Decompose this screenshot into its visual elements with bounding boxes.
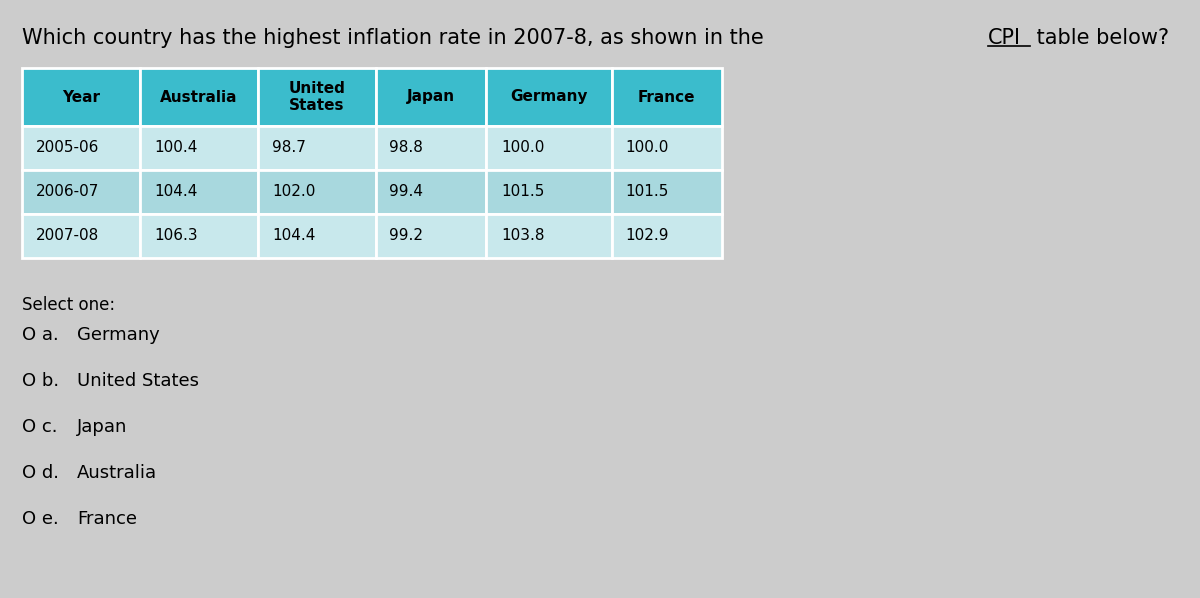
Bar — [612, 214, 722, 258]
Text: Japan: Japan — [77, 418, 127, 436]
Bar — [486, 214, 612, 258]
Bar — [140, 68, 258, 126]
Text: United
States: United States — [288, 81, 346, 113]
Text: Australia: Australia — [77, 464, 157, 482]
Text: 106.3: 106.3 — [154, 228, 198, 243]
Bar — [140, 170, 258, 214]
Text: 99.2: 99.2 — [389, 228, 424, 243]
Bar — [376, 126, 486, 170]
Text: Which country has the highest inflation rate in 2007-8, as shown in the: Which country has the highest inflation … — [22, 28, 770, 48]
Bar — [22, 68, 140, 126]
Text: Select one:: Select one: — [22, 296, 115, 314]
Text: 104.4: 104.4 — [272, 228, 316, 243]
Text: France: France — [77, 510, 137, 528]
Text: O b.: O b. — [22, 372, 59, 390]
Text: Germany: Germany — [510, 90, 588, 105]
Text: 102.9: 102.9 — [625, 228, 668, 243]
Text: Year: Year — [62, 90, 100, 105]
Text: 100.0: 100.0 — [502, 141, 545, 155]
Text: 102.0: 102.0 — [272, 185, 316, 200]
Bar — [376, 68, 486, 126]
Text: France: France — [638, 90, 696, 105]
Bar — [258, 68, 376, 126]
Bar — [258, 126, 376, 170]
Bar — [612, 170, 722, 214]
Bar — [22, 214, 140, 258]
Text: 101.5: 101.5 — [625, 185, 668, 200]
Text: 2007-08: 2007-08 — [36, 228, 100, 243]
Bar — [22, 170, 140, 214]
Text: 99.4: 99.4 — [389, 185, 424, 200]
Text: Australia: Australia — [160, 90, 238, 105]
Bar — [258, 170, 376, 214]
Text: 100.4: 100.4 — [154, 141, 198, 155]
Bar — [612, 126, 722, 170]
Bar — [486, 68, 612, 126]
Bar — [486, 170, 612, 214]
Text: O d.: O d. — [22, 464, 59, 482]
Text: Japan: Japan — [407, 90, 455, 105]
Text: 103.8: 103.8 — [502, 228, 545, 243]
Bar — [486, 126, 612, 170]
Text: 2005-06: 2005-06 — [36, 141, 100, 155]
Bar — [612, 68, 722, 126]
Text: O c.: O c. — [22, 418, 58, 436]
Text: O a.: O a. — [22, 326, 59, 344]
Text: table below?: table below? — [1031, 28, 1169, 48]
Text: 98.7: 98.7 — [272, 141, 306, 155]
Text: Germany: Germany — [77, 326, 160, 344]
Text: 104.4: 104.4 — [154, 185, 198, 200]
Bar — [140, 214, 258, 258]
Text: CPI: CPI — [988, 28, 1021, 48]
Text: 98.8: 98.8 — [389, 141, 422, 155]
Bar — [22, 126, 140, 170]
Text: O e.: O e. — [22, 510, 59, 528]
Bar — [140, 126, 258, 170]
Text: United States: United States — [77, 372, 199, 390]
Bar — [258, 214, 376, 258]
Bar — [376, 170, 486, 214]
Bar — [376, 214, 486, 258]
Text: 2006-07: 2006-07 — [36, 185, 100, 200]
Text: 100.0: 100.0 — [625, 141, 668, 155]
Text: 101.5: 101.5 — [502, 185, 545, 200]
